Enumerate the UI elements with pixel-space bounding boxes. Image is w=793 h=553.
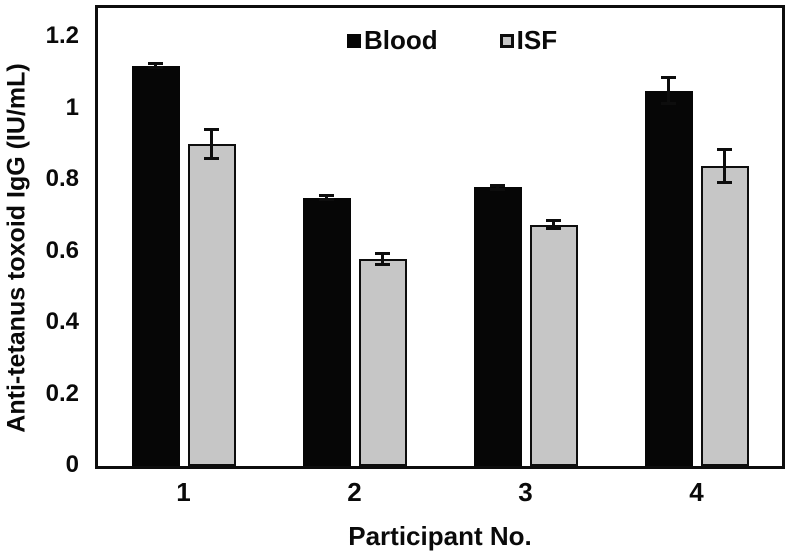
x-tick-label-4: 4 bbox=[689, 477, 704, 507]
bar-isf-participant-2 bbox=[358, 258, 407, 466]
plot-area bbox=[95, 5, 785, 469]
legend-label-isf: ISF bbox=[516, 25, 558, 55]
error-bar-isf-participant-3 bbox=[552, 219, 555, 231]
y-tick-label-0: 0 bbox=[65, 451, 79, 478]
error-bar-blood-participant-1 bbox=[154, 62, 157, 70]
error-cap-icon bbox=[148, 66, 163, 70]
error-cap-icon bbox=[319, 198, 334, 202]
error-cap-icon bbox=[148, 62, 163, 66]
error-cap-icon bbox=[661, 76, 676, 80]
bar-isf-participant-3 bbox=[529, 224, 578, 466]
y-tick-label-0.6: 0.6 bbox=[45, 236, 79, 264]
isf-swatch-icon bbox=[499, 33, 514, 48]
error-cap-icon bbox=[546, 219, 561, 223]
error-bar-isf-participant-1 bbox=[210, 128, 213, 161]
error-bar-blood-participant-4 bbox=[667, 76, 670, 105]
x-axis-title: Participant No. bbox=[348, 521, 532, 551]
error-cap-icon bbox=[375, 262, 390, 266]
error-cap-icon bbox=[546, 227, 561, 231]
error-bar-isf-participant-2 bbox=[381, 251, 384, 266]
legend-label-blood: Blood bbox=[364, 25, 438, 55]
error-bar-blood-participant-3 bbox=[496, 183, 499, 191]
x-tick-label-3: 3 bbox=[518, 477, 533, 507]
bar-blood-participant-1 bbox=[131, 65, 180, 466]
error-cap-icon bbox=[490, 187, 505, 191]
legend-item-blood: Blood bbox=[347, 25, 438, 56]
error-bar-isf-participant-4 bbox=[723, 147, 726, 184]
error-cap-icon bbox=[375, 251, 390, 255]
y-tick-label-0.2: 0.2 bbox=[45, 379, 79, 407]
error-cap-icon bbox=[319, 194, 334, 198]
bar-blood-participant-3 bbox=[473, 187, 522, 466]
error-cap-icon bbox=[204, 128, 219, 132]
error-bar-blood-participant-2 bbox=[325, 194, 328, 202]
x-tick-label-1: 1 bbox=[176, 477, 191, 507]
bar-blood-participant-2 bbox=[302, 197, 351, 466]
y-tick-label-1.2: 1.2 bbox=[45, 22, 79, 49]
error-cap-icon bbox=[204, 157, 219, 161]
blood-swatch-icon bbox=[347, 33, 361, 48]
error-cap-icon bbox=[490, 183, 505, 187]
y-tick-label-0.8: 0.8 bbox=[45, 165, 79, 192]
y-tick-label-0.4: 0.4 bbox=[45, 308, 79, 335]
bar-isf-participant-1 bbox=[187, 144, 236, 466]
y-tick-label-1: 1 bbox=[65, 93, 79, 121]
error-cap-icon bbox=[717, 147, 732, 151]
bar-isf-participant-4 bbox=[700, 165, 749, 466]
x-tick-label-2: 2 bbox=[347, 477, 362, 507]
legend: Blood ISF bbox=[347, 25, 557, 56]
error-cap-icon bbox=[661, 101, 676, 105]
error-cap-icon bbox=[717, 180, 732, 184]
bar-blood-participant-4 bbox=[644, 90, 693, 466]
legend-item-isf: ISF bbox=[499, 25, 558, 56]
